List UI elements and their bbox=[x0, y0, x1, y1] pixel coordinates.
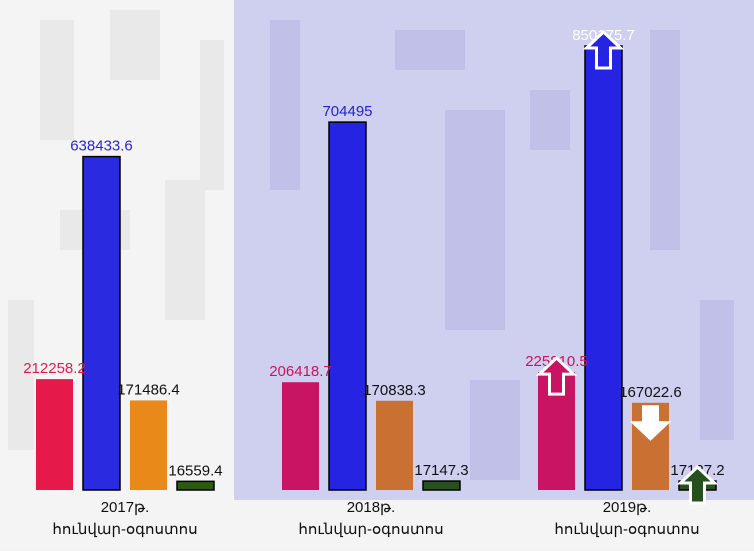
labels-layer: 212258.2 638433.6 171486.4 16559.4 2017թ. հու… bbox=[23, 27, 724, 538]
bar-1-3 bbox=[422, 480, 461, 491]
value-label-1-2: 170838.3 bbox=[363, 382, 426, 399]
value-label-0-1: 638433.6 bbox=[70, 138, 133, 155]
value-label-1-1: 704495 bbox=[322, 103, 372, 120]
group-label-year-0: 2017թ. bbox=[101, 499, 150, 516]
value-label-1-0: 206418.7 bbox=[269, 363, 332, 380]
trend-arrow-2-1 bbox=[582, 29, 625, 70]
bar-0-3 bbox=[176, 480, 215, 491]
group-label-year-2: 2019թ. bbox=[603, 499, 652, 516]
trend-arrow-2-0 bbox=[535, 356, 578, 396]
arrows-layer bbox=[535, 29, 719, 505]
bar-0-0 bbox=[36, 379, 73, 490]
value-label-0-0: 212258.2 bbox=[23, 360, 86, 377]
bar-1-2 bbox=[376, 400, 413, 490]
value-label-0-2: 171486.4 bbox=[117, 381, 180, 398]
value-label-2-2: 167022.6 bbox=[619, 384, 682, 401]
value-label-1-3: 17147.3 bbox=[414, 462, 468, 479]
group-label-period-0: հունվար-օգոստոս bbox=[52, 521, 197, 538]
bar-0-1 bbox=[82, 155, 121, 491]
bar-1-1 bbox=[328, 121, 367, 491]
group-label-period-1: հունվար-օգոստոս bbox=[298, 521, 443, 538]
bar-0-2 bbox=[130, 400, 167, 490]
panel-texture bbox=[270, 20, 734, 480]
group-label-year-1: 2018թ. bbox=[347, 499, 396, 516]
trend-arrow-2-3 bbox=[676, 464, 719, 505]
value-label-0-3: 16559.4 bbox=[168, 462, 222, 479]
trend-arrow-2-2 bbox=[629, 405, 672, 441]
bar-1-0 bbox=[282, 382, 319, 490]
bar-2-1 bbox=[584, 45, 623, 491]
group-label-period-2: հունվար-օգոստոս bbox=[554, 521, 699, 538]
